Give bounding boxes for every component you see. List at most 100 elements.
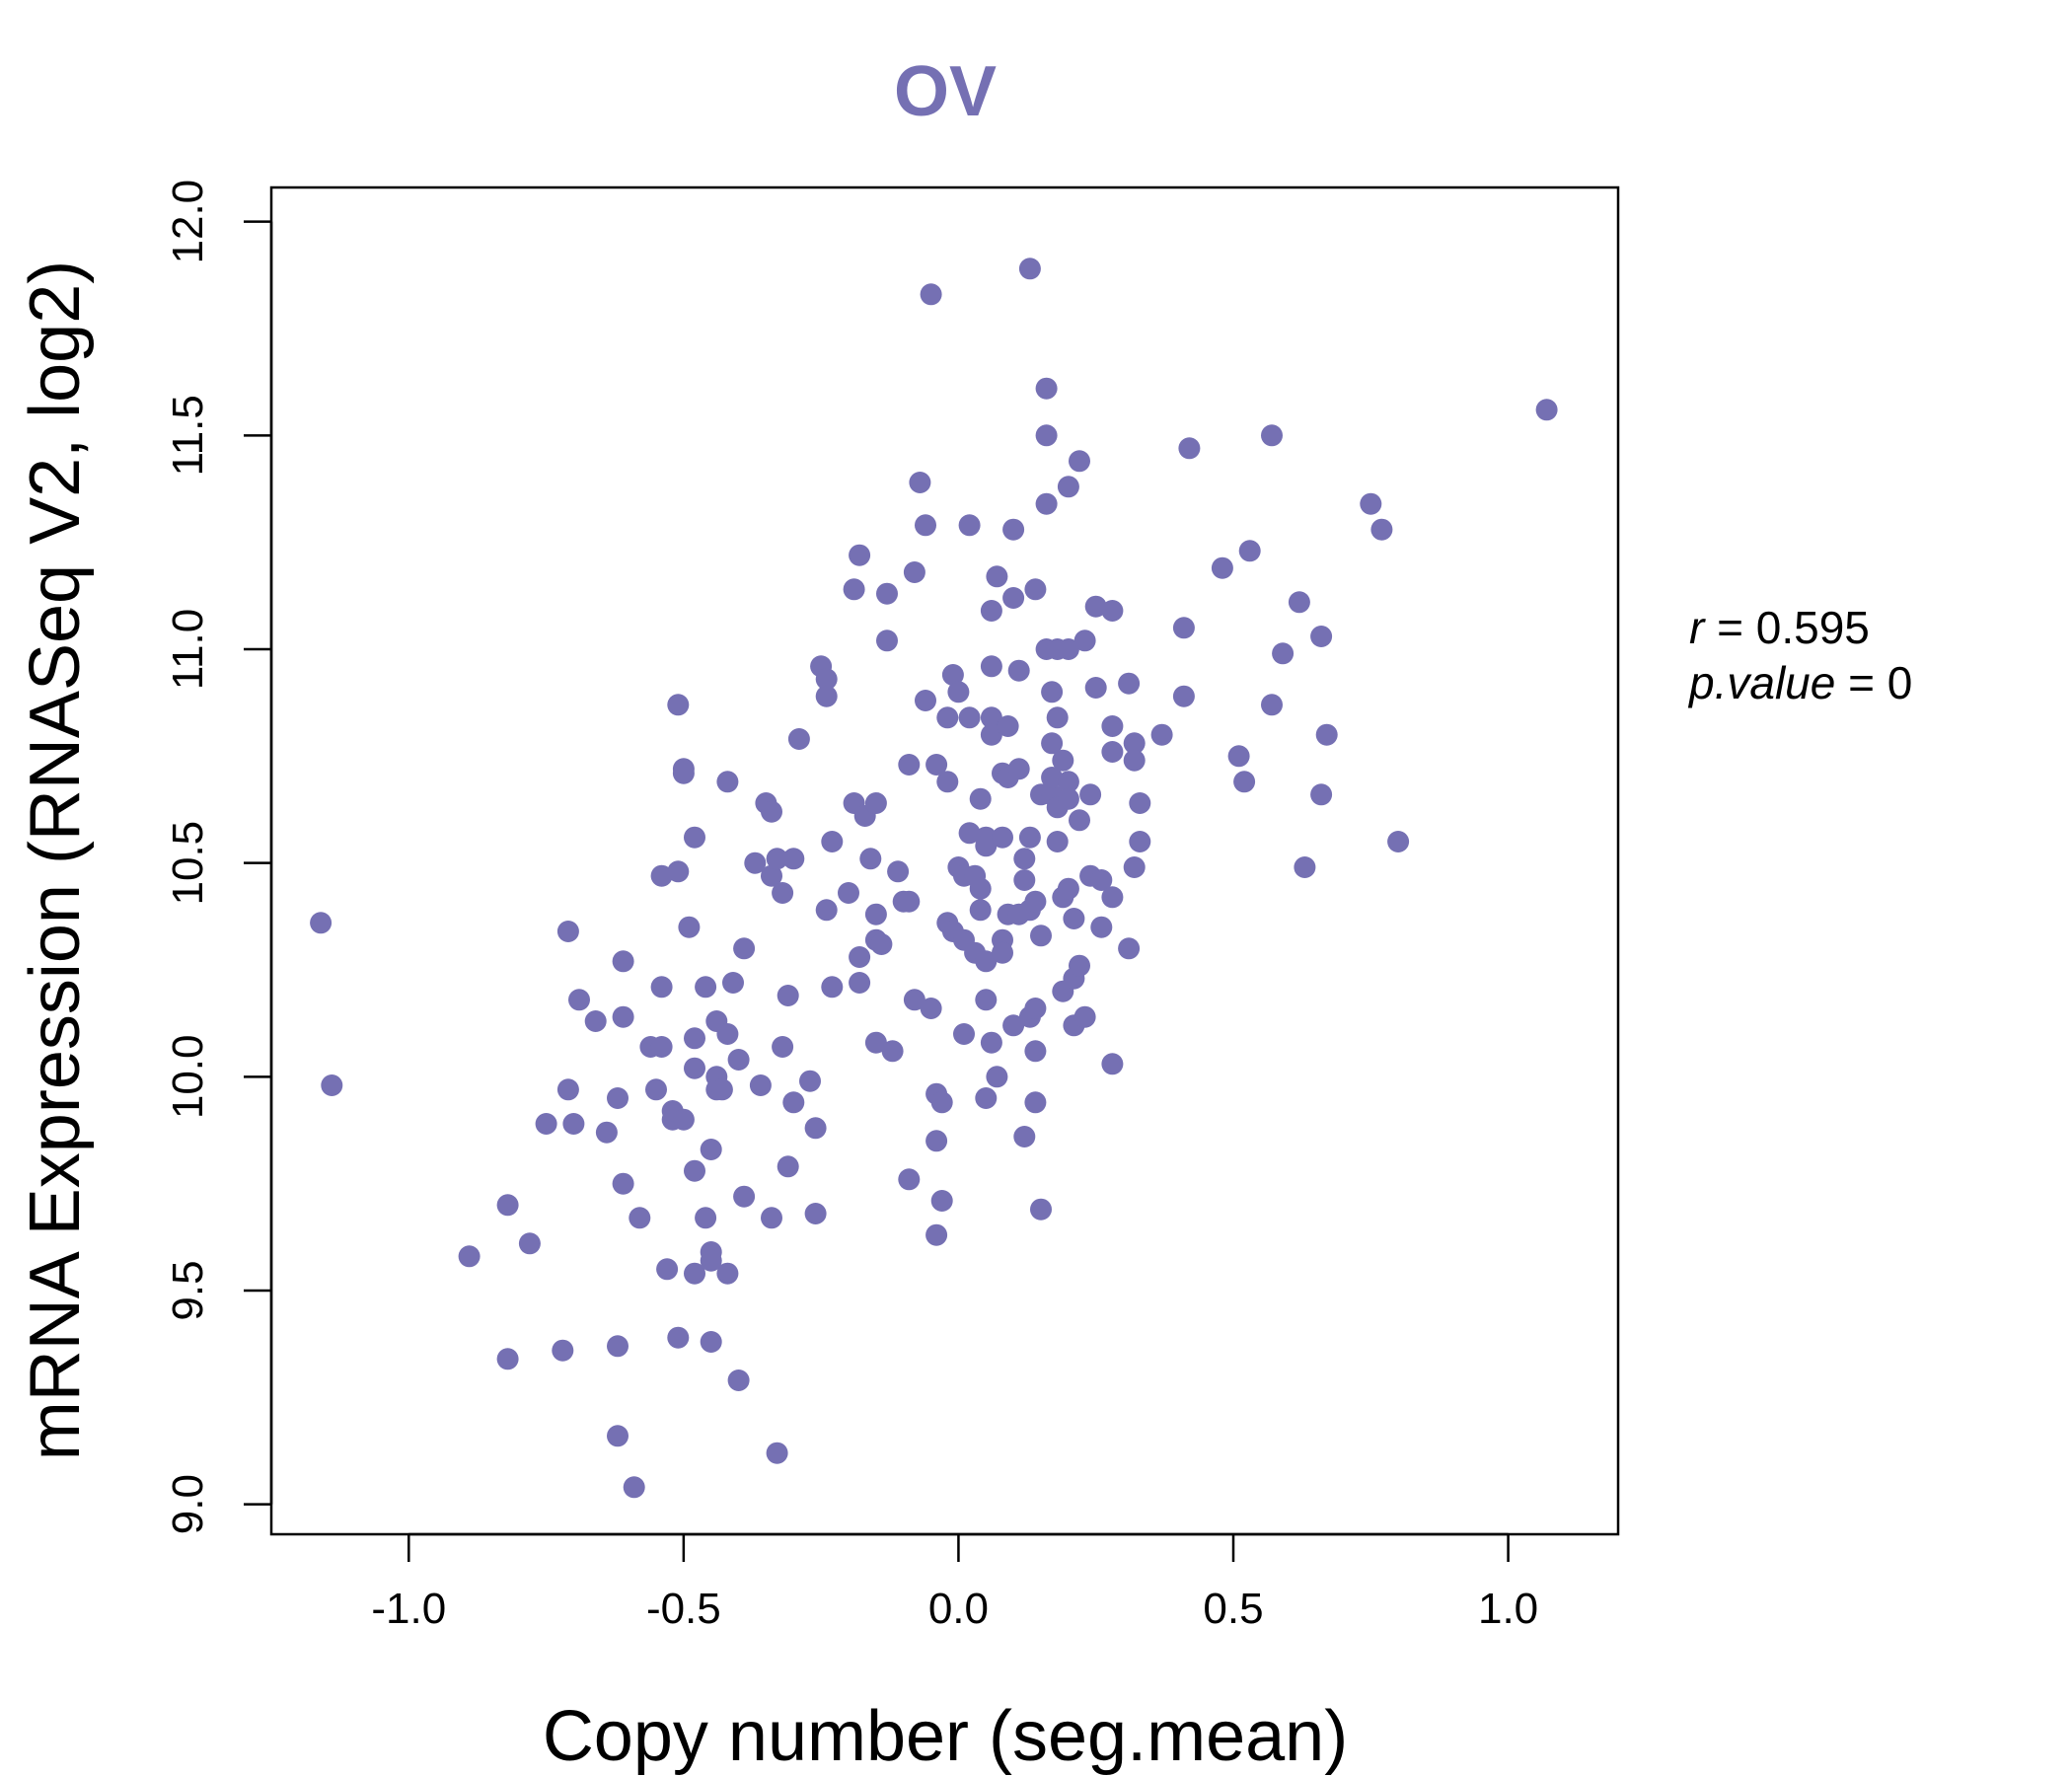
data-point <box>975 989 998 1011</box>
data-point <box>1057 476 1079 498</box>
data-point <box>612 1172 634 1195</box>
data-point <box>310 912 333 934</box>
data-point <box>915 690 936 711</box>
data-point <box>1233 771 1256 793</box>
data-point <box>1013 848 1036 870</box>
data-point <box>684 826 705 849</box>
data-point <box>864 792 887 814</box>
data-point <box>667 1326 690 1349</box>
data-point <box>941 664 964 686</box>
data-point <box>1261 424 1283 447</box>
data-point <box>552 1339 574 1362</box>
data-point <box>1057 771 1079 793</box>
data-point <box>733 937 756 960</box>
data-point <box>1079 783 1102 806</box>
data-point <box>562 1113 585 1135</box>
data-point <box>710 1078 733 1101</box>
data-point <box>1041 681 1064 703</box>
data-point <box>700 1249 722 1272</box>
data-point <box>1007 659 1030 682</box>
data-point <box>925 1130 948 1152</box>
data-point <box>838 882 859 904</box>
data-point <box>920 998 942 1019</box>
data-point <box>787 728 810 750</box>
r-label: r <box>1689 602 1706 653</box>
data-point <box>1013 1126 1036 1147</box>
data-point <box>1007 758 1030 780</box>
data-point <box>672 762 695 784</box>
p-label: p.value <box>1687 657 1835 708</box>
data-point <box>821 976 844 999</box>
data-point <box>700 1331 722 1353</box>
data-point <box>804 1203 827 1224</box>
data-point <box>980 723 1002 746</box>
x-tick-label: -1.0 <box>371 1585 446 1633</box>
data-point <box>1035 424 1058 447</box>
data-point <box>925 1223 948 1246</box>
chart-title: OV <box>894 52 997 131</box>
data-point <box>1057 877 1079 900</box>
data-point <box>815 668 838 691</box>
y-tick-label: 9.0 <box>164 1474 212 1534</box>
data-point <box>969 877 992 900</box>
data-point <box>1046 831 1069 852</box>
data-point <box>716 771 739 793</box>
data-point <box>843 578 865 601</box>
data-point <box>1041 767 1064 788</box>
data-point <box>568 989 590 1011</box>
y-axis: 9.0 9.5 10.0 10.5 11.0 11.5 12.0 <box>164 180 273 1534</box>
data-point <box>1360 492 1382 515</box>
data-point <box>1052 749 1074 772</box>
data-point <box>695 1207 717 1229</box>
data-point <box>980 706 1002 729</box>
data-point <box>925 754 948 776</box>
data-point <box>607 1087 629 1109</box>
data-point <box>1018 258 1041 280</box>
data-point <box>645 1078 667 1101</box>
data-point <box>1118 937 1141 960</box>
y-tick-label: 11.5 <box>164 395 212 476</box>
data-point <box>1002 587 1025 609</box>
data-point <box>1118 672 1141 695</box>
data-point <box>1123 749 1146 772</box>
data-point <box>1090 916 1113 938</box>
data-point <box>876 629 898 652</box>
data-point <box>1013 869 1036 891</box>
data-point <box>1261 694 1283 716</box>
data-point <box>667 860 690 883</box>
data-point <box>1024 1091 1047 1114</box>
data-point <box>684 1262 705 1285</box>
data-point <box>535 1113 557 1135</box>
data-point <box>518 1232 541 1255</box>
data-point <box>607 1335 629 1358</box>
data-point <box>1024 890 1047 913</box>
data-point <box>722 972 744 994</box>
data-point <box>1370 518 1393 541</box>
data-point <box>898 754 921 776</box>
data-point <box>761 800 782 823</box>
p-equals: = <box>1835 657 1887 708</box>
data-point <box>992 941 1013 964</box>
r-value: 0.595 <box>1756 602 1870 653</box>
data-point <box>1069 450 1090 473</box>
data-point <box>1288 591 1310 614</box>
x-tick-label: 1.0 <box>1478 1585 1538 1633</box>
data-points <box>310 258 1558 1499</box>
data-point <box>1101 741 1124 763</box>
p-value-statistic: p.value = 0 <box>1687 657 1912 708</box>
data-point <box>458 1245 481 1268</box>
data-point <box>556 921 579 942</box>
data-point <box>969 899 992 922</box>
data-point <box>1073 629 1096 652</box>
y-tick-label: 11.0 <box>164 609 212 690</box>
data-point <box>1035 377 1058 400</box>
data-point <box>815 685 838 707</box>
data-point <box>700 1139 722 1160</box>
data-point <box>1238 540 1261 562</box>
data-point <box>864 903 887 925</box>
data-point <box>898 890 921 913</box>
data-point <box>1172 617 1195 639</box>
data-point <box>1046 706 1069 729</box>
data-point <box>992 826 1013 849</box>
y-tick-label: 10.0 <box>164 1035 212 1120</box>
